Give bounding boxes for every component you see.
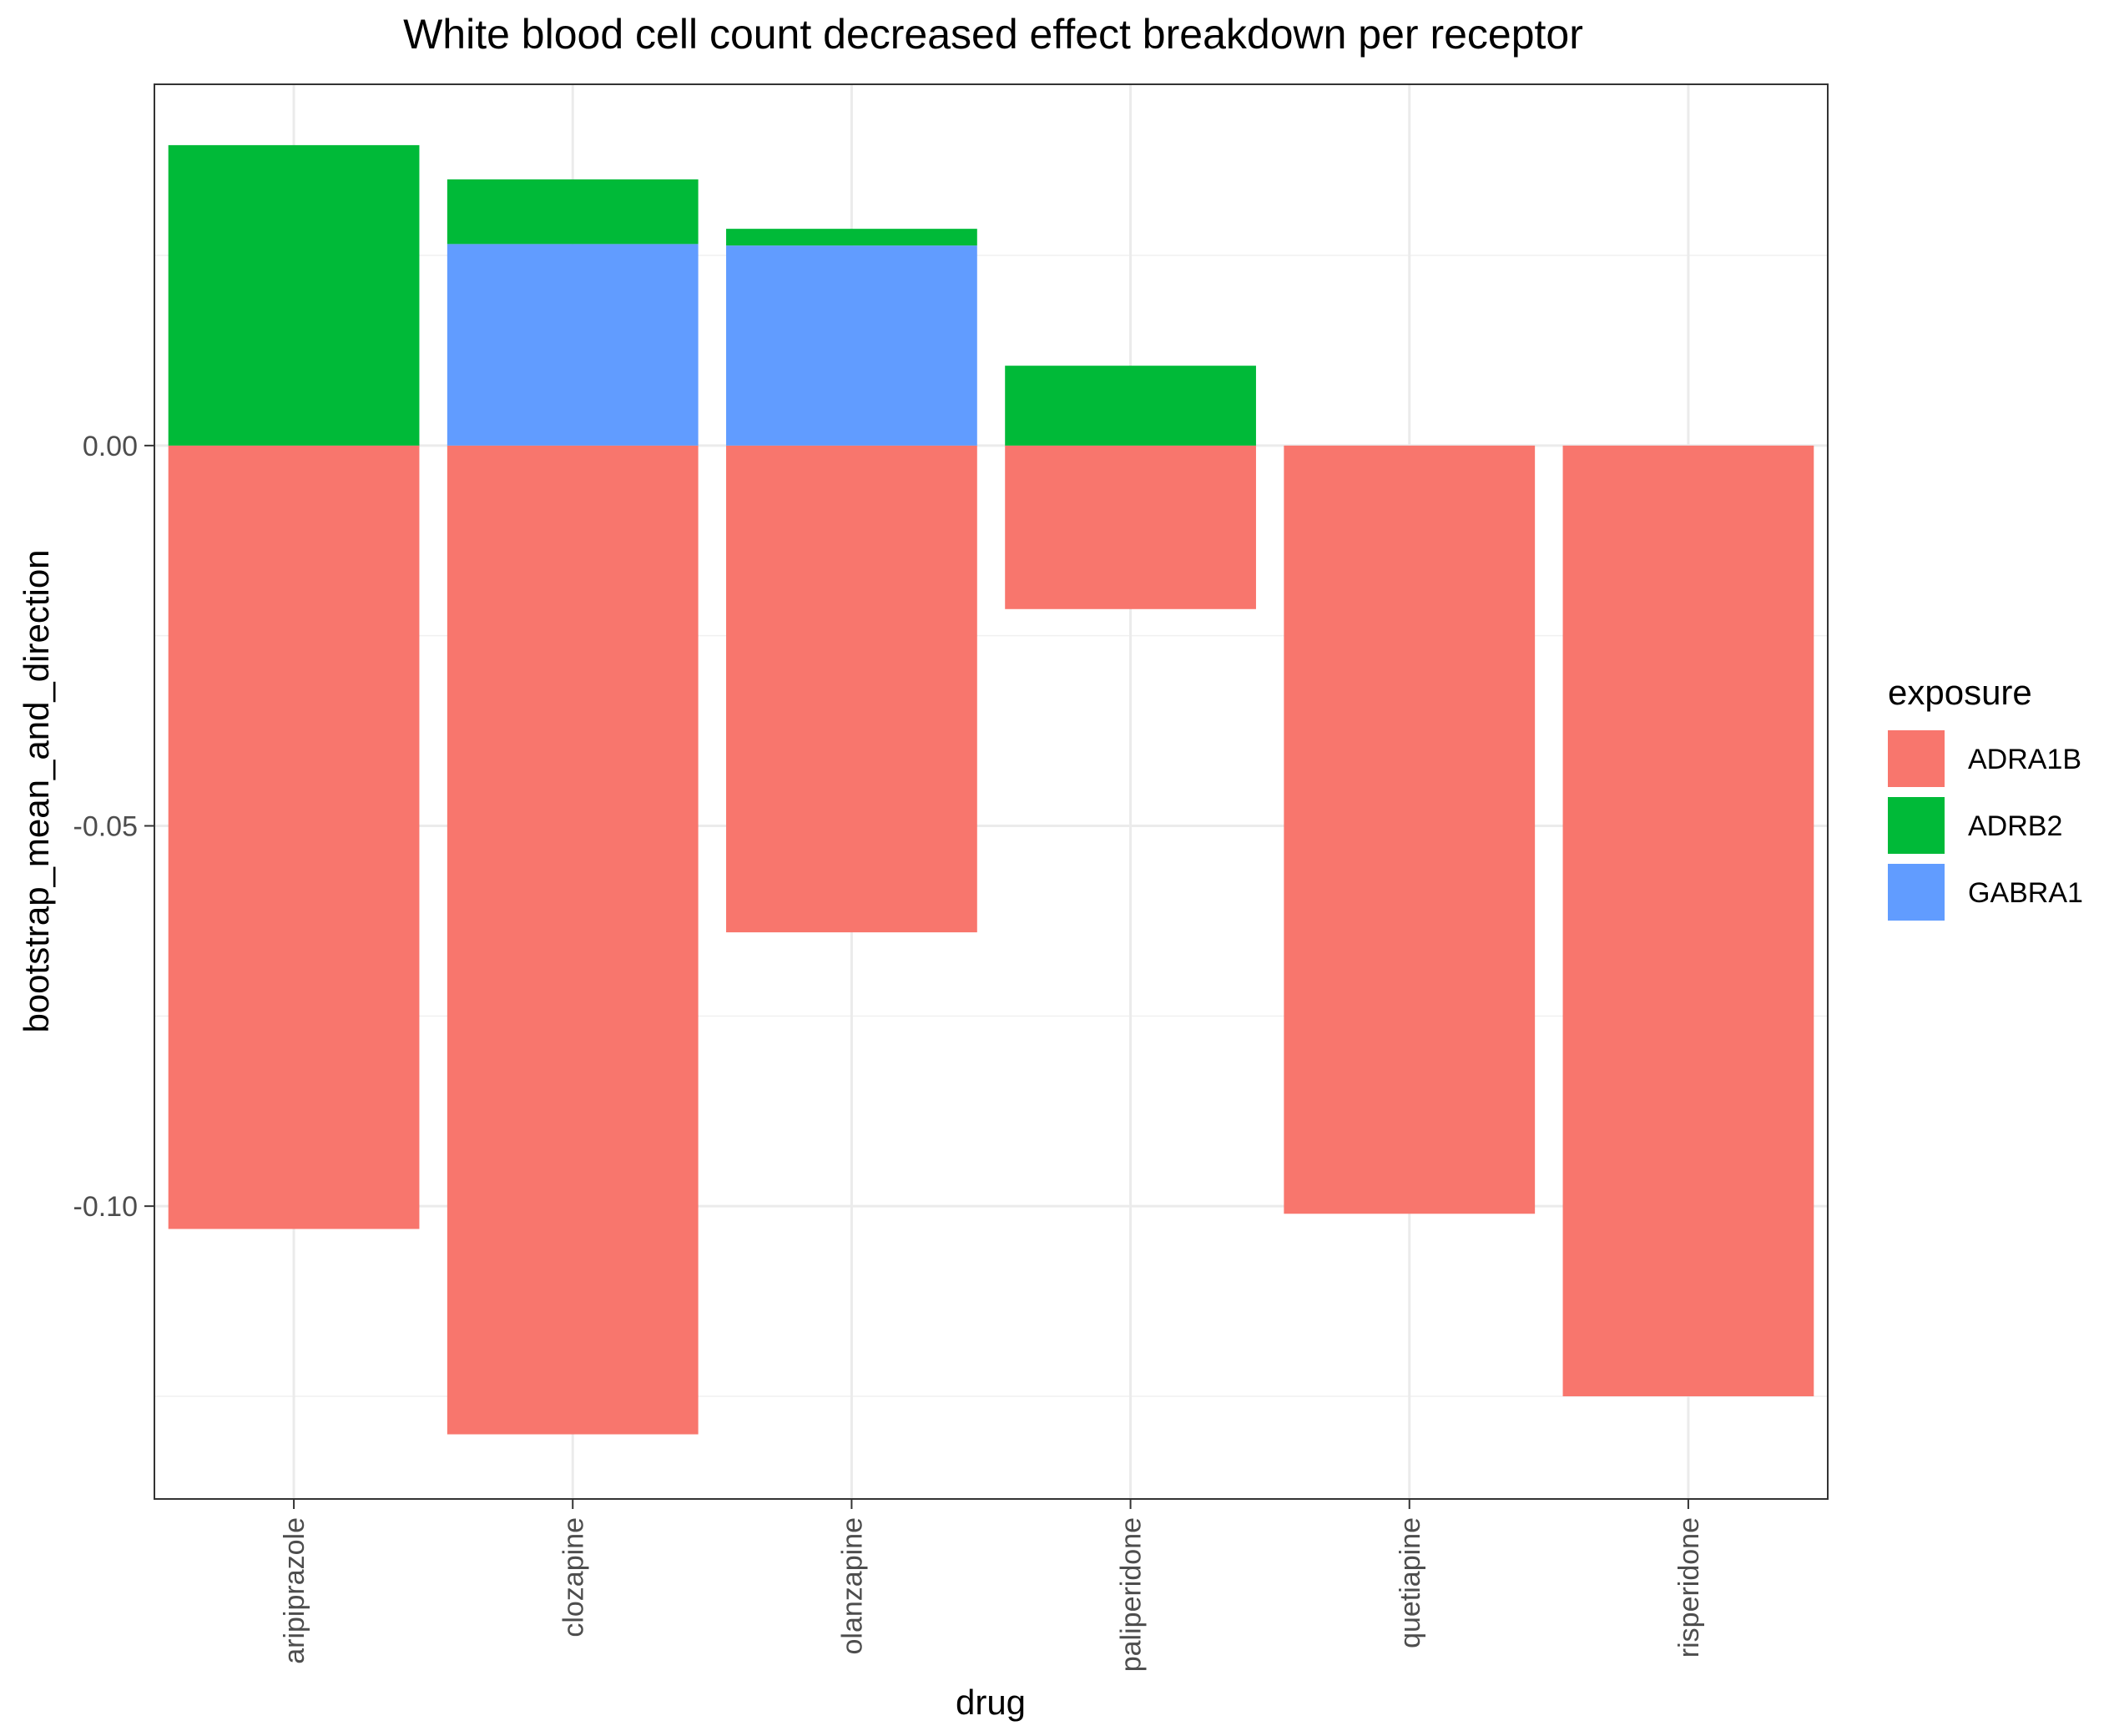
bar-adrb2-olanzapine <box>726 229 977 246</box>
bar-adrb2-clozapine <box>447 179 699 245</box>
chart-title: White blood cell count decreased effect … <box>403 11 1583 58</box>
x-tick-label: aripiprazole <box>279 1517 310 1664</box>
bar-adra1b-quetiapine <box>1284 445 1536 1214</box>
bar-adra1b-clozapine <box>447 445 699 1435</box>
x-axis-title: drug <box>956 1683 1026 1722</box>
bar-adra1b-aripiprazole <box>168 445 420 1229</box>
bar-gabra1-clozapine <box>447 244 699 446</box>
x-tick-label: paliperidone <box>1116 1517 1148 1672</box>
bar-gabra1-olanzapine <box>726 245 977 446</box>
legend-swatch-adra1b <box>1888 730 1945 787</box>
y-tick-label: -0.05 <box>73 811 139 843</box>
legend-label-gabra1: GABRA1 <box>1968 877 2083 909</box>
bar-adra1b-paliperidone <box>1005 445 1256 609</box>
plot-background <box>154 84 1828 1499</box>
bar-adra1b-olanzapine <box>726 445 977 933</box>
legend: exposure ADRA1B ADRB2 GABRA1 <box>1888 673 2083 921</box>
legend-swatch-gabra1 <box>1888 864 1945 921</box>
y-axis-title: bootstrap_mean_and_direction <box>17 549 56 1032</box>
x-tick-label: olanzapine <box>836 1517 868 1654</box>
legend-swatch-adrb2 <box>1888 797 1945 854</box>
plot-panel-border <box>154 83 1829 1500</box>
legend-label-adrb2: ADRB2 <box>1968 810 2062 842</box>
x-tick-label: risperidone <box>1673 1517 1705 1658</box>
legend-title: exposure <box>1888 673 2032 712</box>
bar-adrb2-aripiprazole <box>168 144 420 446</box>
axis-layer: 0.00 -0.05 -0.10 aripiprazole clozapine olanz… <box>73 431 1705 1672</box>
bar-adra1b-risperidone <box>1562 445 1814 1396</box>
y-tick-label: 0.00 <box>83 431 138 462</box>
bar-layer <box>168 144 1814 1435</box>
legend-label-adra1b: ADRA1B <box>1968 744 2081 775</box>
x-tick-label: quetiapine <box>1395 1517 1426 1648</box>
bar-adrb2-paliperidone <box>1005 366 1256 446</box>
y-tick-label: -0.10 <box>73 1191 139 1223</box>
x-tick-label: clozapine <box>558 1517 589 1638</box>
